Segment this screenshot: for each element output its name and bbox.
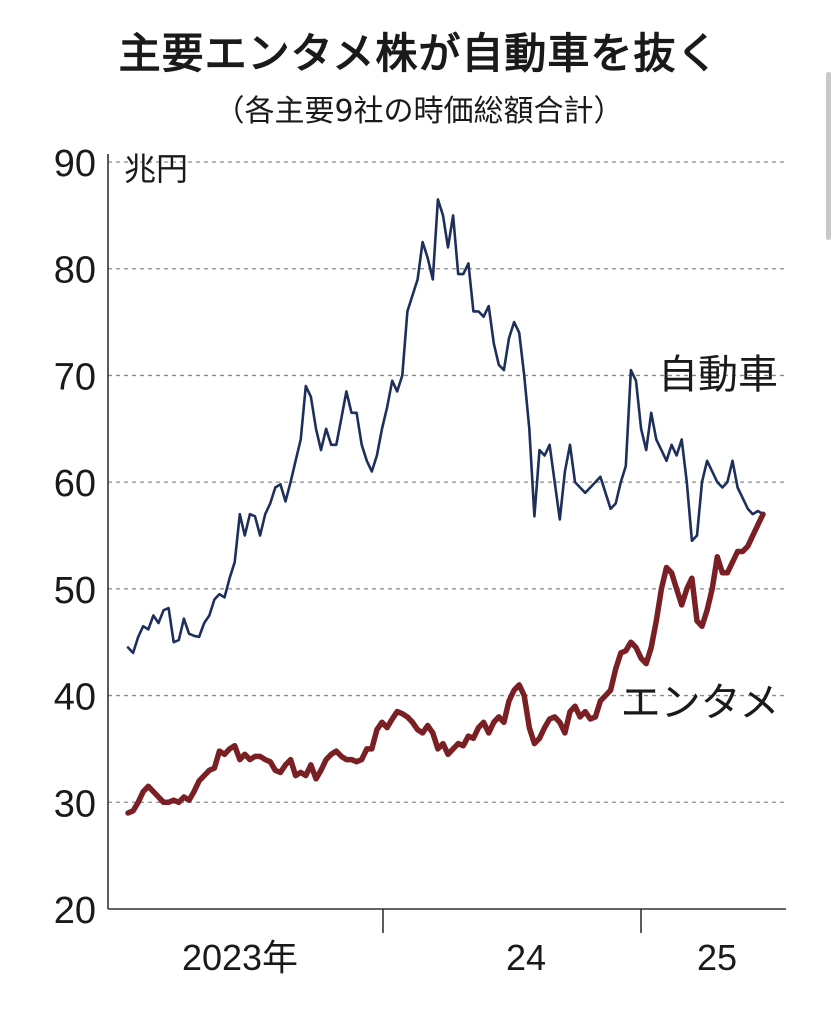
scrollbar-thumb[interactable] — [826, 72, 831, 240]
y-axis-unit-label: 兆円 — [124, 151, 188, 187]
x-tick-label: 24 — [506, 937, 546, 978]
y-tick-label: 70 — [54, 356, 96, 398]
series-label-entertainment: エンタメ — [621, 681, 780, 725]
series-line-auto — [126, 198, 765, 655]
y-tick-label: 20 — [54, 890, 96, 932]
chart-subtitle: （各主要9社の時価総額合計） — [214, 94, 624, 129]
series-label-auto: 自動車 — [658, 353, 778, 397]
chart-title: 主要エンタメ株が自動車を抜く — [118, 29, 720, 78]
x-tick-label: 25 — [697, 937, 737, 978]
y-tick-label: 50 — [54, 570, 96, 612]
chart-panel — [14, 18, 800, 1006]
y-tick-label: 60 — [54, 463, 96, 505]
y-tick-label: 30 — [54, 783, 96, 825]
y-tick-label: 80 — [54, 250, 96, 292]
series-line-entertainment — [125, 511, 766, 816]
y-tick-label: 40 — [54, 677, 96, 719]
y-tick-label: 90 — [54, 143, 96, 185]
x-tick-label: 2023年 — [182, 937, 298, 978]
